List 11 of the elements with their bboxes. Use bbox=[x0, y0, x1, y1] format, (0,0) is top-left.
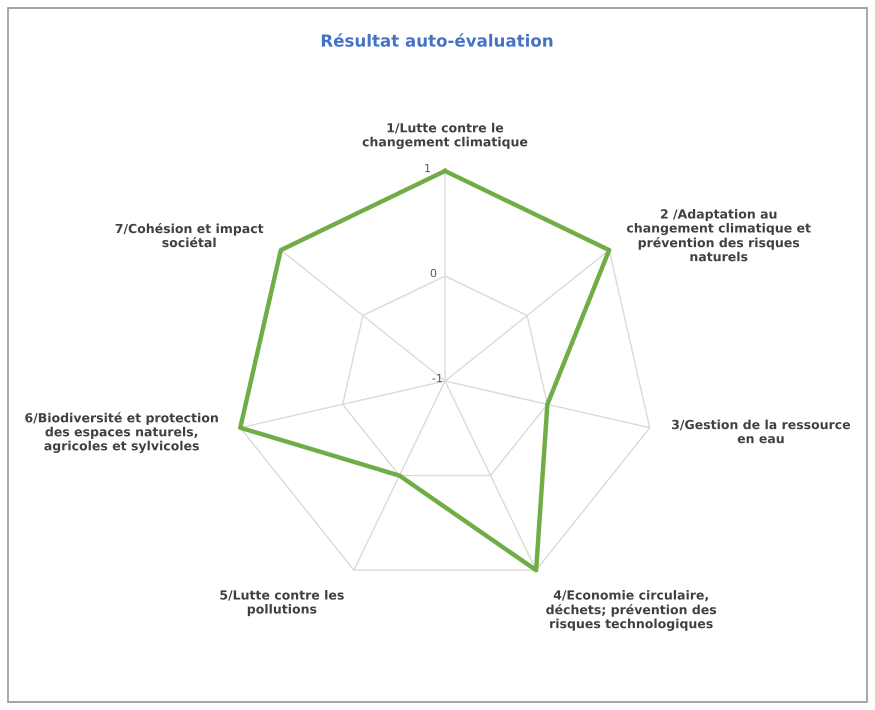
spoke-label: 7/Cohésion et impact sociétal bbox=[116, 223, 264, 248]
y-tick-label: 0 bbox=[430, 268, 436, 278]
y-tick-label: 1 bbox=[425, 164, 430, 172]
spoke-label: 5/Lutte contre les pollutions bbox=[220, 590, 344, 616]
spoke-label: 4/Economie circulaire, déchets; prévention des risques technologiques bbox=[546, 590, 716, 631]
y-tick-label: -1 bbox=[432, 374, 442, 382]
spoke-label: 1/Lutte contre le changement climatique bbox=[362, 122, 528, 149]
chart-title: Résultat auto-évaluation bbox=[322, 33, 552, 47]
spoke-label: 6/Biodiversité et protection des espaces naturels, agricoles et sylvicoles bbox=[25, 412, 218, 453]
spoke-label: 3/Gestion de la ressource en eau bbox=[672, 420, 850, 444]
spoke-label: 2 /Adaptation au changement climatique et prévention des risques naturels bbox=[626, 208, 811, 262]
